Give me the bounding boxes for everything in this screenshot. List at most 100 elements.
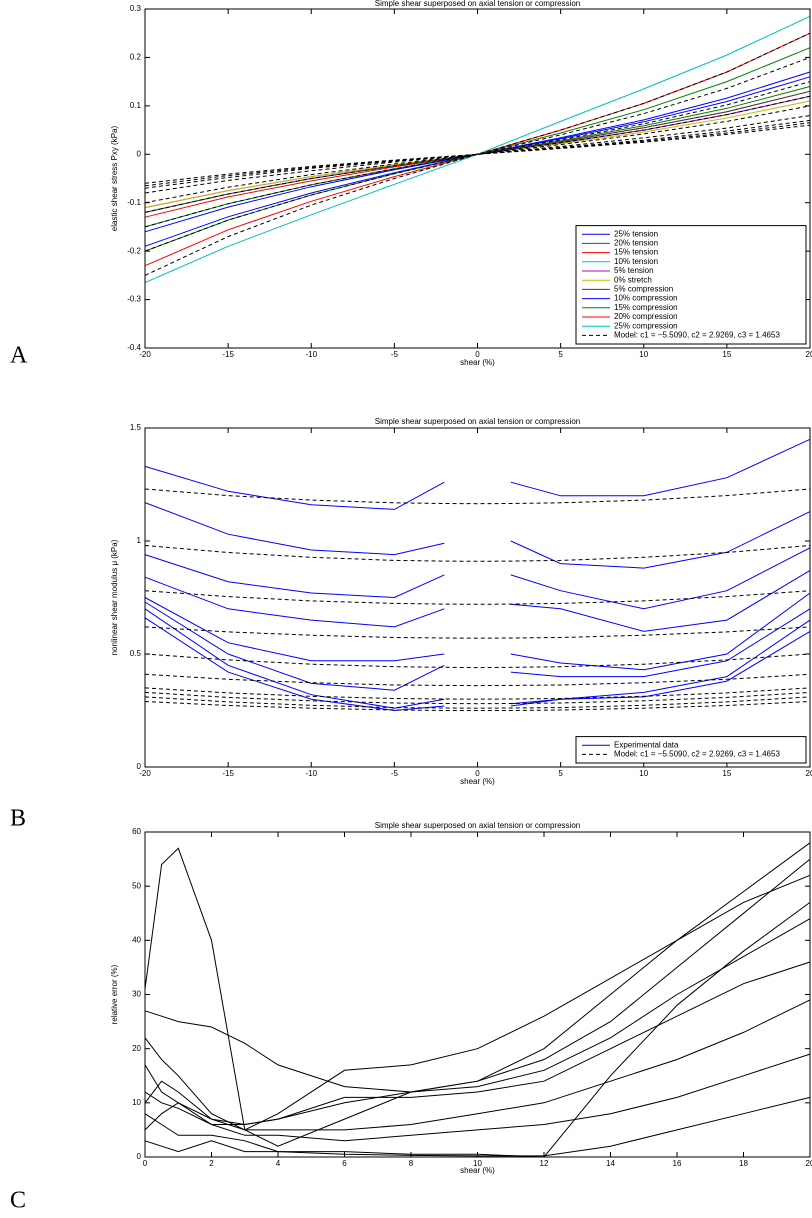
y-tick-label: 0.3 bbox=[130, 4, 142, 13]
legend-box bbox=[575, 225, 807, 345]
series-line bbox=[144, 438, 811, 510]
series-line bbox=[144, 547, 811, 610]
series-line bbox=[144, 81, 811, 228]
y-tick-label: -0.1 bbox=[127, 198, 141, 207]
series-line bbox=[144, 999, 811, 1131]
x-tick-label: -20 bbox=[139, 769, 151, 778]
x-tick-label: -10 bbox=[305, 769, 317, 778]
x-tick-label: 10 bbox=[639, 350, 648, 359]
series-line bbox=[144, 601, 811, 691]
x-tick-label: 6 bbox=[342, 1159, 347, 1168]
legend-label: 20% tension bbox=[614, 239, 658, 248]
y-tick-label: 1 bbox=[137, 536, 142, 545]
y-tick-label: 40 bbox=[132, 935, 141, 944]
plot-frame bbox=[144, 8, 811, 349]
series-line bbox=[144, 56, 811, 252]
legend-label: 15% tension bbox=[614, 248, 658, 257]
series-line bbox=[144, 696, 811, 709]
series-line bbox=[144, 691, 811, 705]
series-line bbox=[144, 71, 811, 233]
x-tick-label: 12 bbox=[540, 1159, 549, 1168]
panel-label: C bbox=[10, 1188, 26, 1214]
series-line bbox=[144, 901, 811, 1158]
series-line bbox=[144, 842, 811, 1093]
x-tick-label: 0 bbox=[475, 769, 480, 778]
y-axis-label: elastic shear stress Pxy (kPa) bbox=[110, 125, 119, 231]
y-tick-label: -0.4 bbox=[127, 343, 141, 352]
series-line bbox=[144, 617, 811, 712]
x-tick-label: 0 bbox=[143, 1159, 148, 1168]
x-tick-label: 20 bbox=[806, 1159, 812, 1168]
x-tick-label: -20 bbox=[139, 350, 151, 359]
series-line bbox=[144, 653, 811, 669]
legend-box bbox=[575, 736, 807, 764]
x-tick-label: 2 bbox=[209, 1159, 214, 1168]
x-tick-label: 20 bbox=[806, 769, 812, 778]
x-tick-label: 10 bbox=[639, 769, 648, 778]
series-line bbox=[144, 592, 811, 671]
legend-label: 15% compression bbox=[614, 303, 678, 312]
series-line bbox=[144, 124, 811, 184]
series-line bbox=[144, 502, 811, 569]
series-line bbox=[144, 1053, 811, 1142]
x-tick-label: 0 bbox=[475, 350, 480, 359]
x-tick-label: 18 bbox=[739, 1159, 748, 1168]
x-tick-label: 15 bbox=[722, 350, 731, 359]
y-tick-label: 0.2 bbox=[130, 53, 142, 62]
x-tick-label: 4 bbox=[276, 1159, 281, 1168]
y-axis-label: nonlinear shear modulus μ (kPa) bbox=[110, 539, 119, 655]
legend-label: 20% compression bbox=[614, 312, 678, 321]
x-tick-label: 8 bbox=[409, 1159, 414, 1168]
x-tick-label: 20 bbox=[806, 350, 812, 359]
legend-label: 25% compression bbox=[614, 321, 678, 330]
x-axis-label: shear (%) bbox=[460, 777, 495, 786]
x-tick-label: 5 bbox=[558, 769, 563, 778]
legend-label: 5% tension bbox=[614, 266, 654, 275]
x-tick-label: -5 bbox=[391, 769, 399, 778]
series-line bbox=[144, 122, 811, 187]
series-line bbox=[144, 918, 811, 1125]
legend-label: Model: c1 = −5.5090, c2 = 2.9269, c3 = 1… bbox=[614, 750, 780, 759]
legend-label: 10% compression bbox=[614, 294, 678, 303]
series-line bbox=[144, 488, 811, 505]
series-line bbox=[144, 32, 811, 276]
series-line bbox=[144, 626, 811, 639]
y-tick-label: 1.5 bbox=[130, 423, 142, 432]
x-tick-label: 10 bbox=[473, 1159, 482, 1168]
y-tick-label: -0.3 bbox=[127, 295, 141, 304]
plot-frame bbox=[144, 427, 811, 768]
y-axis-label: relative error (%) bbox=[110, 964, 119, 1024]
legend-label: 10% tension bbox=[614, 257, 658, 266]
x-tick-label: -15 bbox=[222, 350, 234, 359]
y-tick-label: 0 bbox=[137, 762, 142, 771]
plot-frame bbox=[144, 831, 811, 1158]
x-tick-label: 15 bbox=[722, 769, 731, 778]
series-line bbox=[144, 569, 811, 632]
legend-label: 25% tension bbox=[614, 229, 658, 238]
series-line bbox=[144, 673, 811, 687]
chart-title: Simple shear superposed on axial tension… bbox=[375, 821, 580, 830]
x-tick-label: -5 bbox=[391, 350, 399, 359]
series-line bbox=[144, 545, 811, 562]
series-line bbox=[144, 86, 811, 228]
chart-title: Simple shear superposed on axial tension… bbox=[375, 417, 580, 426]
legend-label: Experimental data bbox=[614, 740, 679, 749]
series-line bbox=[144, 847, 811, 1147]
x-tick-label: 14 bbox=[606, 1159, 615, 1168]
series-line bbox=[144, 90, 811, 213]
panel-label: B bbox=[10, 806, 26, 832]
series-line bbox=[144, 119, 811, 189]
y-tick-label: 30 bbox=[132, 990, 141, 999]
y-tick-label: 0.1 bbox=[130, 101, 142, 110]
x-axis-label: shear (%) bbox=[460, 358, 495, 367]
panel-label: A bbox=[10, 343, 28, 369]
y-tick-label: -0.2 bbox=[127, 246, 141, 255]
y-tick-label: 0.5 bbox=[130, 649, 142, 658]
series-line bbox=[144, 590, 811, 605]
x-tick-label: -15 bbox=[222, 769, 234, 778]
legend-label: 0% stretch bbox=[614, 275, 652, 284]
series-line bbox=[144, 701, 811, 711]
series-line bbox=[144, 874, 811, 1131]
y-tick-label: 50 bbox=[132, 881, 141, 890]
